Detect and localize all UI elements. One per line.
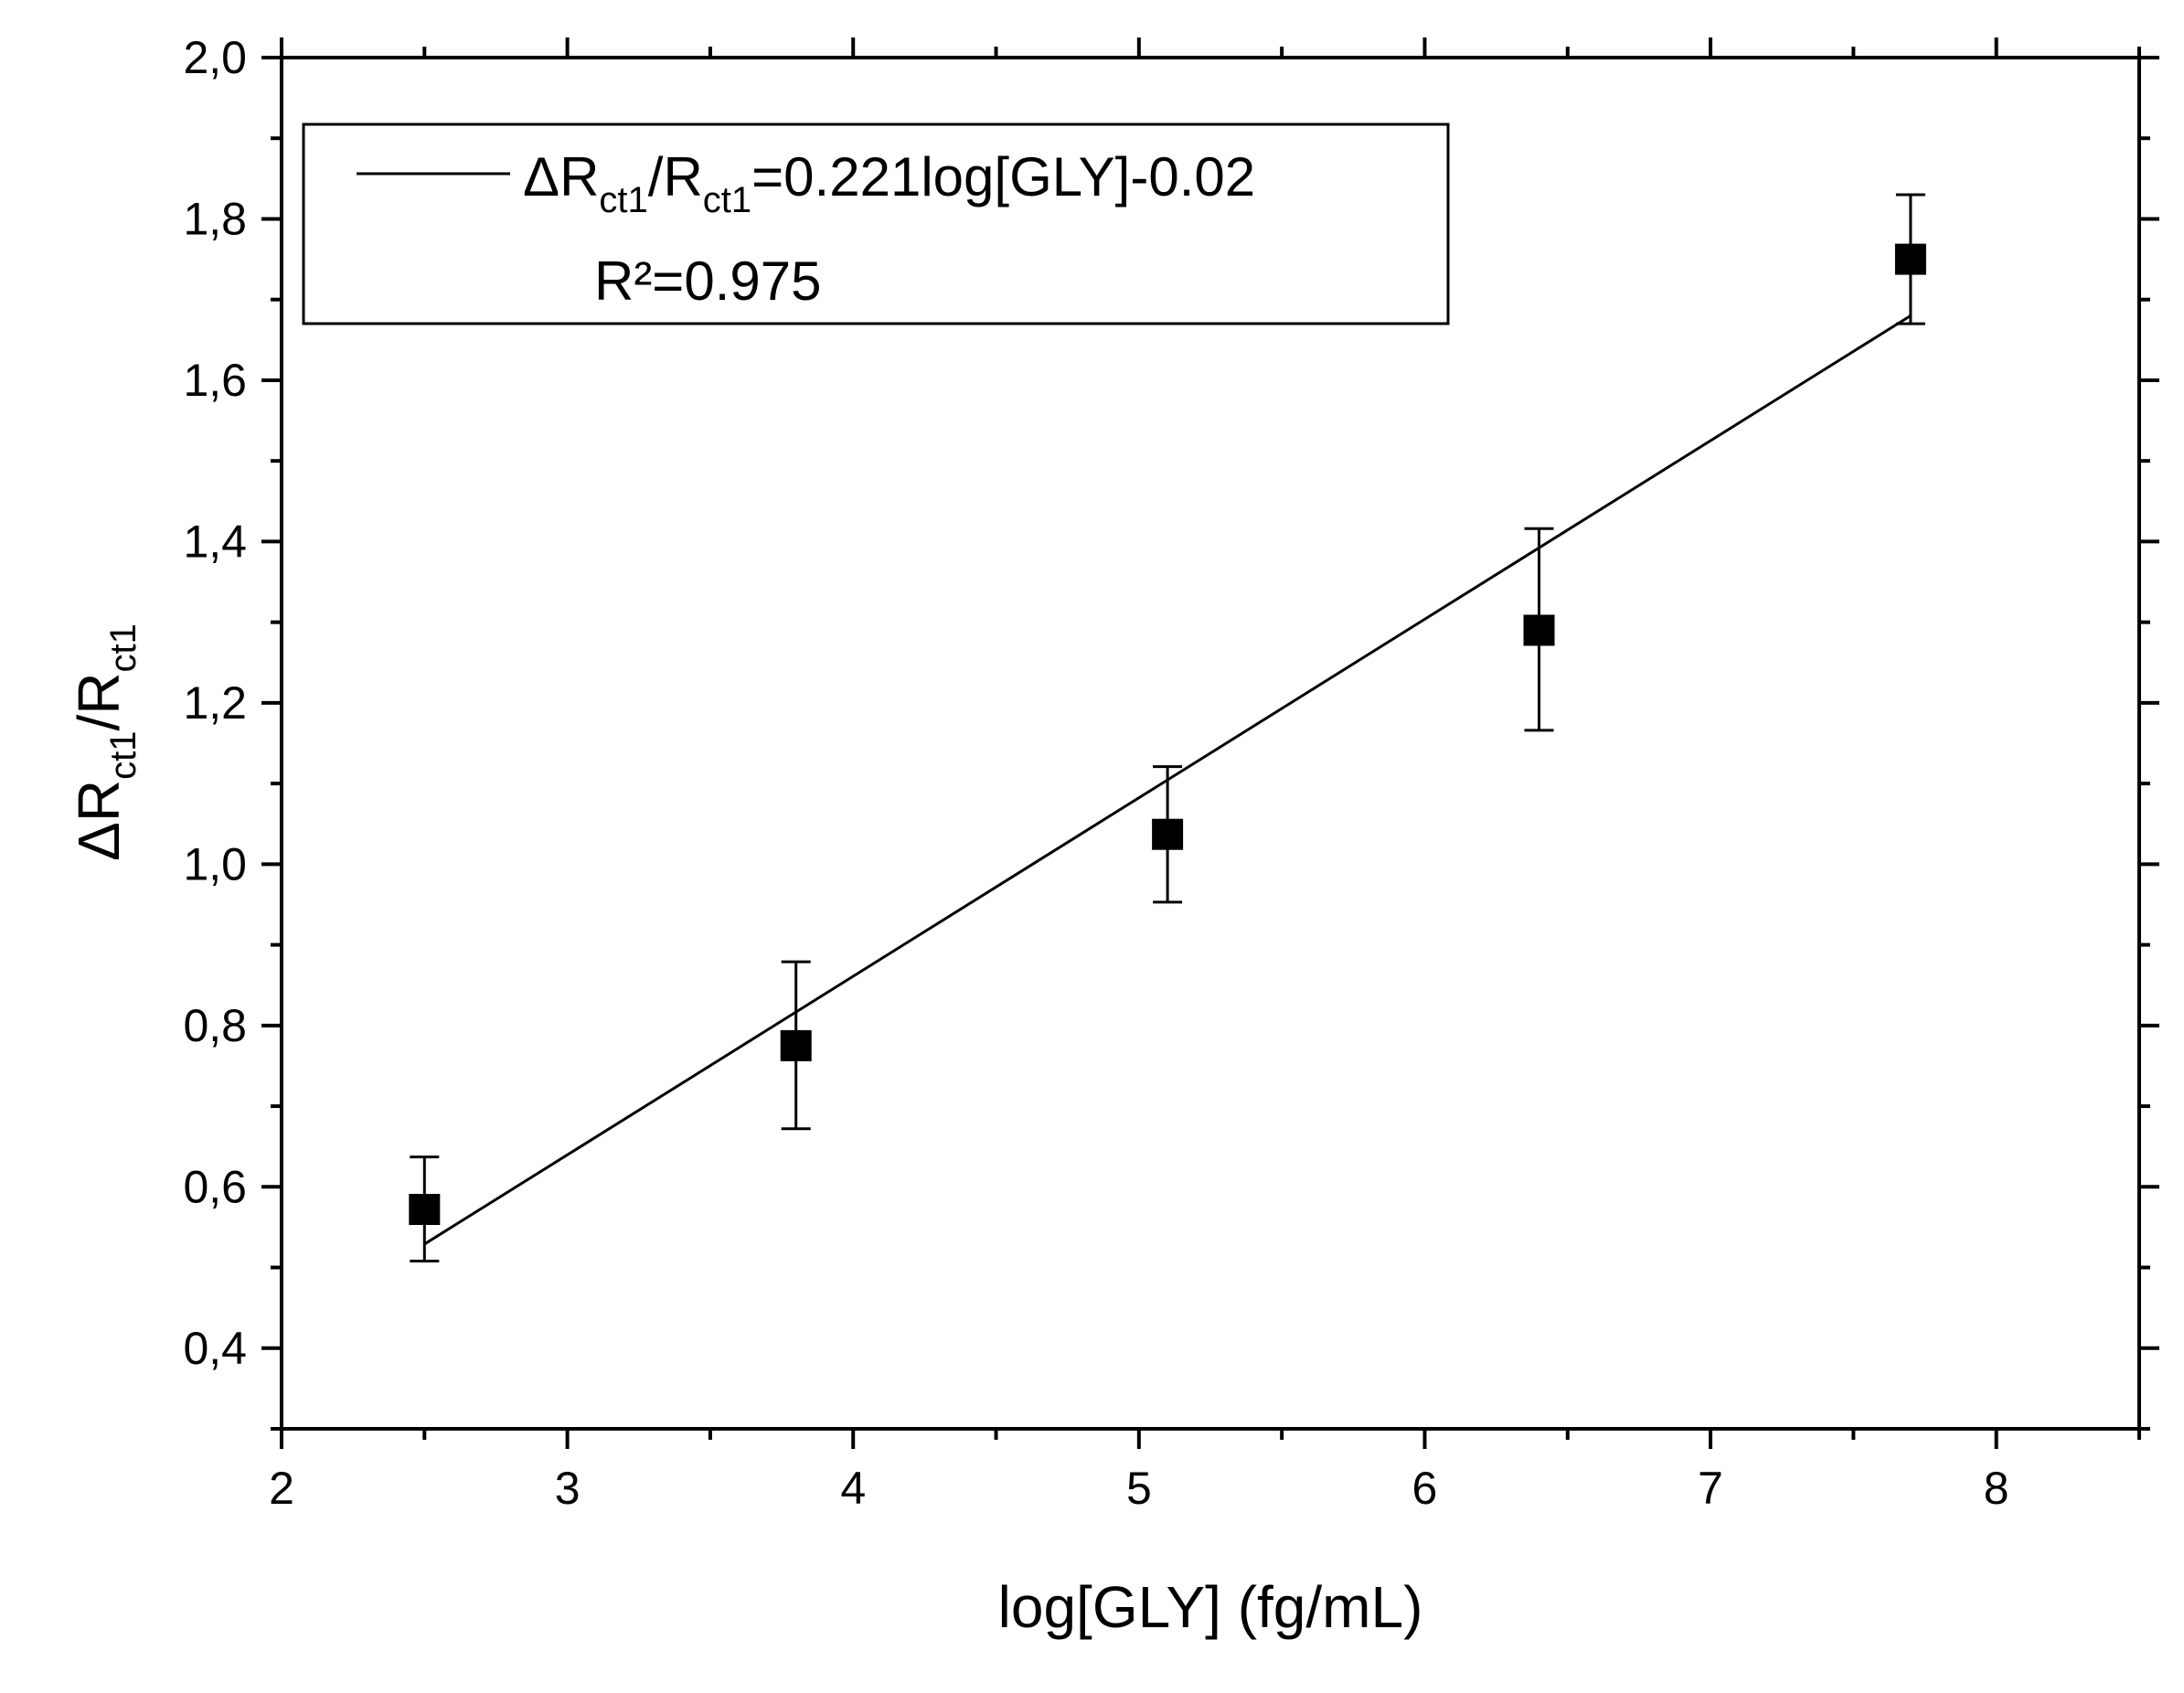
x-axis-title: log[GLY] (fg/mL) — [998, 1574, 1423, 1640]
y-axis-title: ΔRct1/Rct1 — [66, 623, 144, 861]
y-tick-label: 0,8 — [183, 1000, 247, 1051]
y-tick-label: 1,8 — [183, 193, 247, 244]
x-tick-label: 2 — [269, 1463, 294, 1514]
data-point — [780, 1029, 812, 1061]
y-tick-label: 0,6 — [183, 1161, 247, 1212]
y-tick-label: 1,6 — [183, 355, 247, 406]
data-point — [409, 1194, 441, 1225]
error-bars — [410, 193, 1925, 1262]
data-point — [1152, 818, 1184, 850]
x-tick-label: 6 — [1412, 1463, 1438, 1514]
y-tick-label: 1,2 — [183, 677, 247, 729]
data-point — [1523, 614, 1555, 646]
x-tick-label: 5 — [1126, 1463, 1152, 1514]
x-tick-label: 4 — [840, 1463, 866, 1514]
legend-box — [302, 122, 1450, 325]
data-point — [1894, 243, 1926, 275]
y-tick-label: 1,0 — [183, 838, 247, 889]
x-tick-label: 7 — [1698, 1463, 1723, 1514]
x-axis-tick-labels: 2 3 4 5 6 7 8 — [269, 1463, 2009, 1514]
legend-r-squared: R²=0.975 — [594, 250, 822, 312]
legend: ΔRct1/Rct1=0.221log[GLY]-0.02 R²=0.975 — [302, 122, 1450, 325]
y-tick-label: 0,4 — [183, 1323, 247, 1374]
legend-equation: ΔRct1/Rct1=0.221log[GLY]-0.02 — [523, 146, 1255, 220]
y-axis-ticks — [261, 56, 2159, 1431]
x-tick-label: 3 — [555, 1463, 581, 1514]
plot-frame — [280, 56, 2141, 1431]
x-axis-ticks — [280, 37, 2141, 1449]
x-tick-label: 8 — [1984, 1463, 2009, 1514]
y-tick-label: 2,0 — [183, 32, 247, 83]
y-tick-label: 1,4 — [183, 516, 247, 567]
data-points — [409, 243, 1926, 1225]
y-axis-tick-labels: 0,4 0,6 0,8 1,0 1,2 1,4 1,6 1,8 2,0 — [183, 32, 247, 1374]
